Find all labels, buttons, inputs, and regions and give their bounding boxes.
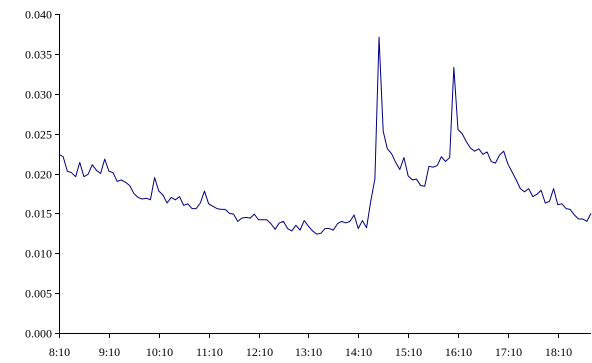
x-tick-label: 12:10 xyxy=(246,345,273,359)
y-tick-label: 0.000 xyxy=(25,327,52,341)
x-tick-label: 13:10 xyxy=(295,345,322,359)
y-tick-label: 0.020 xyxy=(25,168,52,182)
x-axis-ticks: 8:10 9:10 10:10 11:10 12:10 13:10 14:10 15:10 16… xyxy=(49,333,572,359)
y-tick-label: 0.025 xyxy=(25,128,52,142)
y-tick-label: 0.040 xyxy=(25,8,52,22)
y-tick-label: 0.010 xyxy=(25,247,52,261)
x-tick-label: 11:10 xyxy=(196,345,223,359)
x-tick-label: 16:10 xyxy=(445,345,472,359)
y-tick-label: 0.035 xyxy=(25,48,52,62)
series-layer xyxy=(58,36,592,235)
x-tick-label: 14:10 xyxy=(345,345,372,359)
x-tick-label: 10:10 xyxy=(146,345,173,359)
y-tick-label: 0.030 xyxy=(25,88,52,102)
x-tick-label: 18:10 xyxy=(545,345,572,359)
x-tick-label: 15:10 xyxy=(395,345,422,359)
y-tick-label: 0.005 xyxy=(25,287,52,301)
series-line xyxy=(58,36,592,235)
x-tick-label: 8:10 xyxy=(49,345,70,359)
x-tick-label: 9:10 xyxy=(99,345,120,359)
x-tick-label: 17:10 xyxy=(495,345,522,359)
y-tick-label: 0.015 xyxy=(25,207,52,221)
y-axis-ticks: 0.000 0.005 0.010 0.015 0.020 0.025 0.030 0.035… xyxy=(25,8,59,341)
